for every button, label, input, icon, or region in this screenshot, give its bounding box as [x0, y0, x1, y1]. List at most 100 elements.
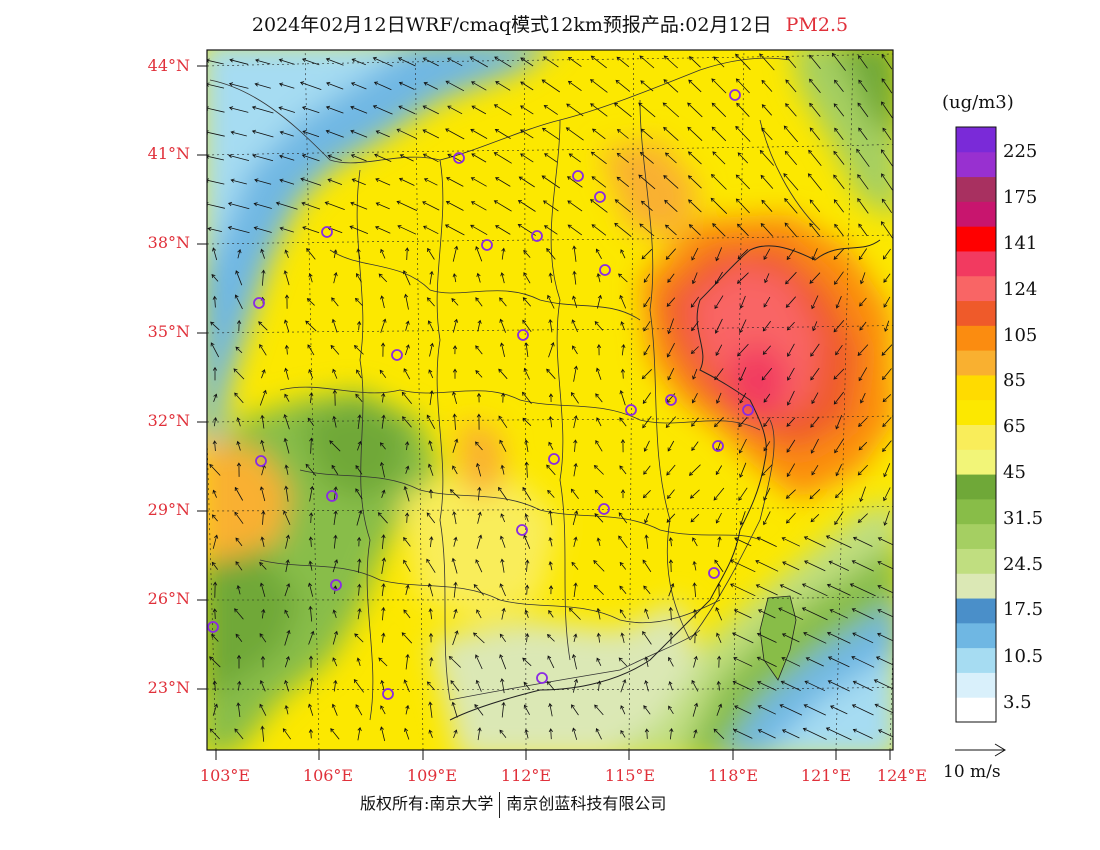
wind-arrow [858, 55, 868, 69]
wind-arrow [573, 633, 578, 642]
wind-arrow [785, 271, 797, 285]
copyright-footer: 版权所有:南京大学 南京创蓝科技有限公司 [360, 790, 666, 818]
wind-arrow [325, 129, 344, 138]
wind-arrow [664, 224, 677, 236]
wind-arrow [228, 106, 249, 113]
wind-arrow [423, 81, 438, 90]
wind-arrow [547, 294, 555, 309]
wind-arrow [350, 201, 368, 210]
wind-arrow [451, 701, 458, 718]
wind-arrow [381, 632, 386, 643]
wind-arrow [756, 656, 777, 667]
wind-arrow [355, 393, 363, 402]
wind-arrow [259, 679, 266, 692]
wind-arrow [546, 464, 556, 476]
map-title: 2024年02月12日WRF/cmaq模式12km预报产品:02月12日 PM2.… [0, 10, 1100, 37]
wind-arrow [405, 584, 410, 595]
wind-arrow [712, 151, 726, 165]
wind-arrow [401, 391, 413, 404]
wind-arrow [448, 655, 461, 668]
wind-arrow [785, 79, 797, 93]
wind-arrow [331, 318, 338, 333]
wind-arrow [692, 560, 697, 571]
wind-arrow [475, 462, 482, 477]
wind-arrow [236, 440, 241, 451]
wind-arrow [739, 319, 747, 334]
colorbar-swatch [956, 573, 996, 599]
wind-arrow [548, 702, 553, 717]
wind-arrow [881, 173, 893, 191]
wind-arrow [548, 441, 554, 450]
wind-arrow [284, 249, 289, 259]
wind-arrow [739, 462, 747, 478]
wind-arrow [428, 608, 433, 620]
wind-arrow [811, 295, 819, 310]
wind-arrow [690, 346, 699, 355]
colorbar-swatch [956, 548, 996, 574]
wind-arrow [452, 413, 457, 430]
title-main: 2024年02月12日WRF/cmaq模式12km预报产品:02月12日 [251, 14, 772, 36]
wind-arrow [666, 342, 675, 358]
wind-arrow [803, 704, 826, 716]
meridian-line [207, 425, 217, 750]
wind-arrow [234, 294, 243, 310]
wind-arrow [851, 608, 874, 620]
wind-arrow [212, 247, 218, 261]
wind-arrow [572, 345, 578, 355]
colorbar-swatch [956, 399, 996, 425]
wind-arrow [422, 57, 439, 67]
wind-arrow [616, 152, 629, 163]
wind-arrow [759, 53, 775, 71]
wind-arrow [831, 52, 846, 71]
wind-arrow [453, 608, 458, 619]
province-boundaries [209, 57, 821, 721]
wind-arrow [355, 488, 363, 500]
wind-arrow [283, 413, 290, 430]
wind-arrow [735, 198, 750, 214]
wind-arrow [209, 463, 221, 476]
wind-arrow [732, 728, 753, 739]
wind-arrow [324, 201, 345, 210]
wind-arrow [593, 560, 605, 572]
wind-arrow [784, 198, 798, 214]
wind-arrow [619, 609, 627, 619]
wind-arrow [350, 154, 367, 162]
wind-arrow [692, 632, 698, 644]
wind-arrow [711, 126, 727, 142]
wind-arrow [732, 680, 753, 691]
wind-arrow [714, 318, 723, 334]
wind-arrow [279, 178, 295, 185]
wind-arrow [877, 609, 893, 618]
city-marker-icon [517, 329, 529, 341]
wind-arrow [833, 174, 845, 190]
wind-arrow [643, 344, 651, 356]
wind-arrow [618, 657, 628, 667]
wind-arrow [452, 245, 459, 262]
map-area [207, 50, 893, 750]
wind-arrow [811, 248, 818, 261]
wind-arrow [691, 393, 698, 404]
wind-arrow [403, 609, 411, 619]
wind-arrow [613, 102, 632, 118]
wind-arrow [859, 272, 866, 285]
city-marker-icon [255, 455, 267, 467]
wind-arrow [546, 247, 556, 260]
wind-arrow [353, 678, 365, 693]
wind-arrow [283, 270, 290, 286]
wind-arrow [735, 78, 750, 94]
wind-arrow [499, 729, 507, 739]
wind-arrow [305, 463, 317, 476]
wind-arrow [715, 465, 723, 476]
wind-arrow [663, 79, 679, 93]
wind-arrow [596, 607, 601, 620]
wind-arrow [644, 513, 650, 524]
wind-arrow [643, 705, 651, 715]
wind-arrow [882, 440, 892, 452]
wind-arrow [404, 727, 410, 740]
wind-arrow [308, 728, 314, 739]
axis-ticks [197, 65, 891, 760]
wind-arrow [500, 513, 506, 523]
wind-arrow [520, 129, 534, 139]
wind-arrow [331, 297, 339, 307]
wind-arrow [500, 464, 505, 475]
